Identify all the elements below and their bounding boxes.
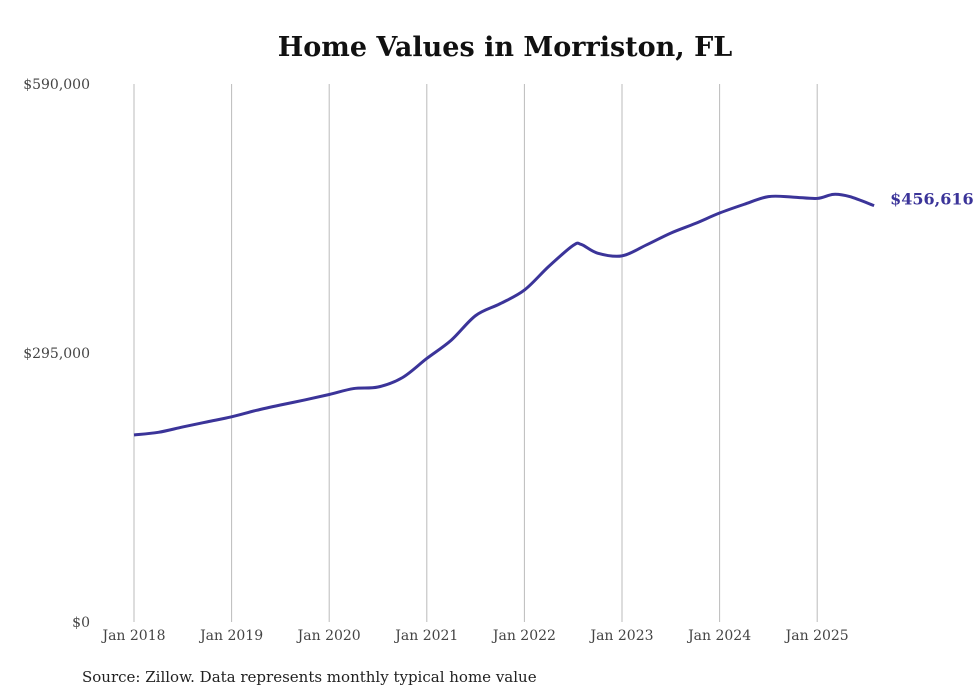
x-tick-label: Jan 2024 bbox=[686, 628, 751, 644]
x-tick-label: Jan 2018 bbox=[100, 628, 165, 644]
series-line bbox=[133, 192, 875, 437]
x-tick-label: Jan 2025 bbox=[784, 628, 849, 644]
x-tick-label: Jan 2020 bbox=[296, 628, 361, 644]
y-tick-label: $0 bbox=[72, 615, 90, 631]
source-note: Source: Zillow. Data represents monthly … bbox=[82, 668, 537, 686]
end-value-label: $456,616 bbox=[890, 190, 974, 209]
x-tick-label: Jan 2019 bbox=[198, 628, 263, 644]
chart-title: Home Values in Morriston, FL bbox=[277, 32, 733, 63]
y-tick-label: $590,000 bbox=[23, 77, 90, 93]
x-tick-label: Jan 2021 bbox=[393, 628, 458, 644]
x-tick-label: Jan 2023 bbox=[588, 628, 653, 644]
x-tick-label: Jan 2022 bbox=[491, 628, 556, 644]
y-tick-label: $295,000 bbox=[23, 346, 90, 362]
